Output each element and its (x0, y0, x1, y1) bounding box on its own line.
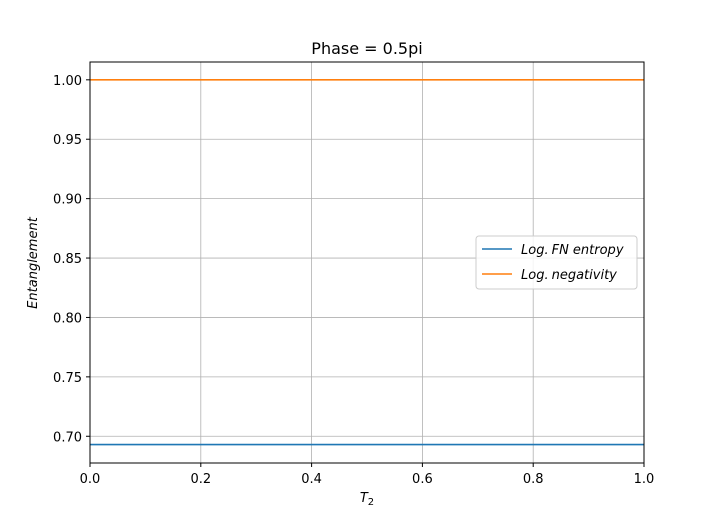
legend-box (475, 235, 638, 290)
y-axis-label: Entanglement (26, 216, 41, 309)
y-axis: 0.70 0.75 0.80 0.85 0.90 0.95 1.00 (53, 74, 90, 445)
y-tick-label: 0.90 (53, 193, 82, 208)
x-tick-label: 0.8 (523, 472, 544, 487)
x-axis-label-main: T (360, 491, 369, 506)
x-tick-label: 0.2 (190, 472, 211, 487)
y-tick-label: 0.70 (53, 430, 82, 445)
y-tick-label: 0.95 (53, 133, 82, 148)
y-tick-label: 0.75 (53, 371, 82, 386)
series-lines (90, 79, 644, 446)
chart-title: Phase = 0.5pi (311, 39, 422, 58)
legend-label-text: negativity (552, 268, 618, 283)
x-axis-label-subscript: 2 (368, 497, 374, 508)
x-axis-label: T2 (360, 491, 374, 508)
x-tick-label: 1.0 (634, 472, 655, 487)
legend-label: Log. FN entropy (521, 243, 624, 258)
x-tick-label: 0.4 (301, 472, 322, 487)
x-tick-label: 0.0 (80, 472, 101, 487)
y-tick-label: 0.80 (53, 311, 82, 326)
y-tick-label: 1.00 (53, 74, 82, 89)
legend-label-math: Log. (521, 243, 549, 258)
legend-label: Log. negativity (521, 268, 617, 283)
x-tick-label: 0.6 (412, 472, 433, 487)
legend-label-math: Log. (521, 268, 549, 283)
y-tick-label: 0.85 (53, 252, 82, 267)
legend-label-text: FN entropy (552, 243, 624, 258)
plot-frame (89, 61, 645, 464)
x-axis: 0.0 0.2 0.4 0.6 0.8 1.0 (80, 463, 655, 487)
